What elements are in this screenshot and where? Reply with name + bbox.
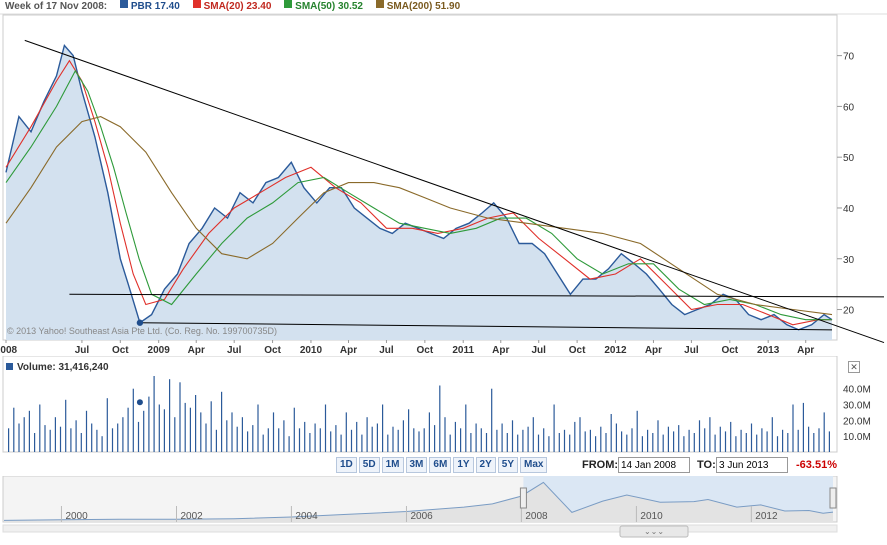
navigator-scrollbar[interactable] xyxy=(2,524,838,533)
y-tick-label: 60 xyxy=(843,102,855,113)
navigator-tick-label: 2010 xyxy=(640,511,663,522)
chart-legend: Week of 17 Nov 2008: PBR 17.40 SMA(20) 2… xyxy=(0,0,887,14)
series-line-sma20 xyxy=(5,59,832,326)
x-tick-label: Oct xyxy=(721,345,738,356)
navigator-left-handle[interactable] xyxy=(519,487,527,509)
x-tick-label: 2013 xyxy=(757,345,780,356)
navigator-tick-label: 2004 xyxy=(295,511,318,522)
series-line-sma50 xyxy=(5,69,832,321)
navigator-right-handle[interactable] xyxy=(829,487,837,509)
volume-chart[interactable]: 10.0M 20.0M 30.0M 40.0M xyxy=(0,356,887,456)
x-tick-label: Jul xyxy=(532,345,547,356)
hover-marker xyxy=(136,319,144,326)
legend-sma200: SMA(200) 51.90 xyxy=(386,1,461,12)
navigator-chart[interactable]: 2000 2002 2004 2006 2008 2010 2012 ⌄⌄⌄ xyxy=(0,476,887,545)
range-3m-button[interactable]: 3M xyxy=(405,457,428,473)
price-y-axis: 20 30 40 50 60 70 xyxy=(837,52,855,317)
to-label: TO: xyxy=(697,459,716,471)
x-tick-label: Jul xyxy=(684,345,699,356)
from-date-input[interactable] xyxy=(618,457,690,473)
x-tick-label: Oct xyxy=(264,345,281,356)
x-tick-label: Oct xyxy=(112,345,129,356)
navigator-plot-area: 2000 2002 2004 2006 2008 2010 2012 xyxy=(3,476,837,522)
trend-line-2 xyxy=(69,293,885,298)
trend-line-3 xyxy=(139,322,833,331)
scroll-grip-icon: ⌄⌄⌄ xyxy=(644,527,664,536)
navigator-tick-label: 2008 xyxy=(525,511,548,522)
copyright-text: © 2013 Yahoo! Southeast Asia Pte Ltd. (C… xyxy=(7,326,277,336)
range-max-button[interactable]: Max xyxy=(520,457,548,473)
volume-tick-label: 20.0M xyxy=(843,416,871,427)
navigator-tick-label: 2002 xyxy=(181,511,204,522)
x-tick-label: Apr xyxy=(645,345,662,356)
volume-tick-label: 10.0M xyxy=(843,432,871,443)
volume-plot-area xyxy=(8,376,831,452)
price-plot-area xyxy=(5,39,885,344)
legend-swatch-sma20 xyxy=(192,0,201,8)
y-tick-label: 70 xyxy=(843,52,855,63)
date-x-axis: 2008 Jul Oct 2009 Apr Jul Oct 2010 Apr Jul Oct 2011… xyxy=(0,340,814,356)
series-line-sma200 xyxy=(5,116,833,316)
x-tick-label: Apr xyxy=(188,345,205,356)
x-tick-label: Jul xyxy=(379,345,394,356)
volume-swatch xyxy=(6,363,13,370)
x-tick-label: 2009 xyxy=(148,345,171,356)
volume-header: Volume: 31,416,240 xyxy=(6,362,109,373)
range-button-group: 1D 5D 1M 3M 6M 1Y 2Y 5Y Max xyxy=(336,457,549,473)
from-label: FROM: xyxy=(582,459,619,471)
x-tick-label: Apr xyxy=(492,345,509,356)
range-2y-button[interactable]: 2Y xyxy=(475,457,496,473)
x-tick-label: 2011 xyxy=(452,345,474,356)
range-5d-button[interactable]: 5D xyxy=(358,457,380,473)
range-5y-button[interactable]: 5Y xyxy=(497,457,519,473)
y-tick-label: 40 xyxy=(843,204,855,215)
close-volume-icon[interactable]: ✕ xyxy=(848,361,860,373)
y-tick-label: 50 xyxy=(843,153,855,164)
y-tick-label: 30 xyxy=(843,255,855,266)
x-tick-label: 2010 xyxy=(300,345,323,356)
x-tick-label: 2012 xyxy=(604,345,627,356)
legend-sma20: SMA(20) 23.40 xyxy=(203,1,272,12)
legend-sma50: SMA(50) 30.52 xyxy=(295,1,363,12)
volume-y-axis: 10.0M 20.0M 30.0M 40.0M xyxy=(843,385,871,444)
x-tick-label: Apr xyxy=(797,345,814,356)
trend-line-1 xyxy=(24,39,885,344)
navigator-tick-label: 2006 xyxy=(410,511,433,522)
volume-tick-label: 30.0M xyxy=(843,401,871,412)
navigator-tick-label: 2012 xyxy=(755,511,778,522)
legend-swatch-sma200 xyxy=(375,0,384,8)
volume-hover-marker xyxy=(136,399,143,406)
range-1y-button[interactable]: 1Y xyxy=(453,457,474,473)
navigator-area xyxy=(4,482,833,522)
navigator-tick-label: 2000 xyxy=(65,511,88,522)
legend-week: Week of 17 Nov 2008: xyxy=(5,1,108,12)
legend-swatch-pbr xyxy=(119,0,128,8)
x-tick-label: Apr xyxy=(340,345,357,356)
navigator-scroll-handle[interactable] xyxy=(619,525,689,538)
y-tick-label: 20 xyxy=(843,306,855,317)
volume-label: Volume: 31,416,240 xyxy=(17,362,109,373)
x-tick-label: Oct xyxy=(417,345,434,356)
x-tick-label: Oct xyxy=(569,345,586,356)
range-6m-button[interactable]: 6M xyxy=(429,457,452,473)
x-tick-label: 2008 xyxy=(0,345,18,356)
to-date-input[interactable] xyxy=(716,457,788,473)
x-tick-label: Jul xyxy=(227,345,242,356)
volume-tick-label: 40.0M xyxy=(843,385,871,396)
x-tick-label: Jul xyxy=(75,345,90,356)
series-area-pbr xyxy=(6,45,832,340)
range-1d-button[interactable]: 1D xyxy=(336,457,357,473)
navigator-line xyxy=(3,481,834,521)
range-1m-button[interactable]: 1M xyxy=(381,457,404,473)
percent-change: -63.51% xyxy=(796,459,837,471)
legend-swatch-sma50 xyxy=(284,0,293,8)
price-chart[interactable]: © 2013 Yahoo! Southeast Asia Pte Ltd. (C… xyxy=(0,0,887,356)
legend-pbr: PBR 17.40 xyxy=(130,1,180,12)
